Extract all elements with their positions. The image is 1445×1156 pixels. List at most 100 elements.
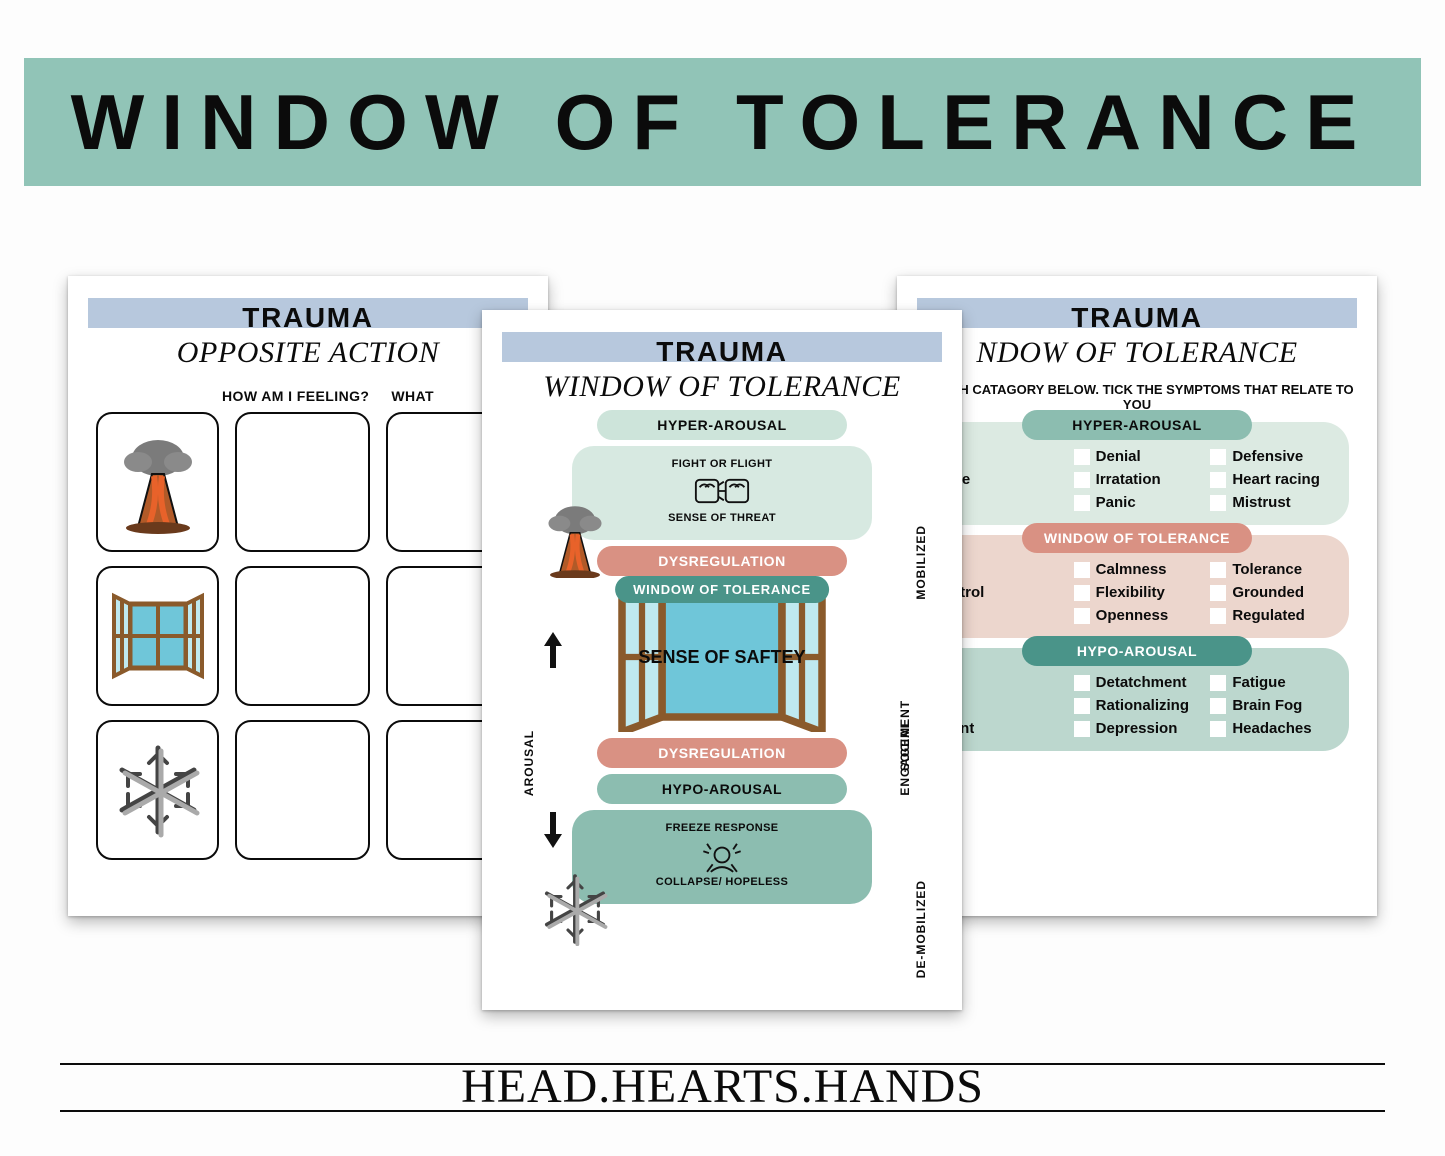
worksheet-row-1 xyxy=(96,412,520,552)
card-title: TRAUMA xyxy=(510,336,934,368)
checkbox-item[interactable]: Mistrust xyxy=(1210,494,1337,511)
checkbox-label: Irratation xyxy=(1096,471,1161,488)
label-threat: SENSE OF THREAT xyxy=(584,512,860,524)
checkbox-item[interactable]: Detatchment xyxy=(1074,674,1201,691)
checkbox-item[interactable]: Grounded xyxy=(1210,584,1337,601)
checkbox-box[interactable] xyxy=(1210,698,1226,714)
checkbox-label: Panic xyxy=(1096,494,1136,511)
fists-icon xyxy=(694,472,750,510)
checkbox-box[interactable] xyxy=(1210,449,1226,465)
checkbox-label: Mistrust xyxy=(1232,494,1290,511)
card-subtitle: OPPOSITE ACTION xyxy=(96,336,520,370)
label-arousal: AROUSAL xyxy=(522,730,536,796)
card-checklist: TRAUMA NDOW OF TOLERANCE T EACH CATAGORY… xyxy=(897,276,1377,916)
checkbox-label: Denial xyxy=(1096,448,1141,465)
checkbox-item[interactable]: Openness xyxy=(1074,607,1201,624)
worksheet-row-2 xyxy=(96,566,520,706)
checkbox-box[interactable] xyxy=(1074,721,1090,737)
col-what: WHAT xyxy=(391,388,434,404)
checkbox-box[interactable] xyxy=(1074,495,1090,511)
checkbox-item[interactable]: Fatigue xyxy=(1210,674,1337,691)
checkbox-box[interactable] xyxy=(1210,675,1226,691)
label-collapse: COLLAPSE/ HOPELESS xyxy=(584,876,860,888)
pill-hyper: HYPER-AROUSAL xyxy=(597,410,847,440)
checkbox-box[interactable] xyxy=(1210,721,1226,737)
checkbox-label: Heart racing xyxy=(1232,471,1320,488)
card-title: TRAUMA xyxy=(96,302,520,334)
checkbox-box[interactable] xyxy=(1074,698,1090,714)
label-freeze: FREEZE RESPONSE xyxy=(584,822,860,834)
checkbox-box[interactable] xyxy=(1074,562,1090,578)
brand-text: HEAD.HEARTS.HANDS xyxy=(60,1059,1385,1114)
section-wot: WINDOW OF TOLERANCE RelaxedCalmnessToler… xyxy=(925,535,1349,638)
cell-blank[interactable] xyxy=(235,412,369,552)
checkbox-label: Regulated xyxy=(1232,607,1305,624)
section-heading: HYPO-AROUSAL xyxy=(1022,636,1252,666)
card-title: TRAUMA xyxy=(925,302,1349,334)
checkbox-item[interactable]: Irratation xyxy=(1074,471,1201,488)
window-graphic: WINDOW OF TOLERANCE SENSE OF SAFTEY xyxy=(597,582,847,732)
checkbox-label: Depression xyxy=(1096,720,1178,737)
checkbox-label: Brain Fog xyxy=(1232,697,1302,714)
section-heading: HYPER-AROUSAL xyxy=(1022,410,1252,440)
checkbox-label: Grounded xyxy=(1232,584,1304,601)
stress-icon xyxy=(694,836,750,874)
checkbox-label: Headaches xyxy=(1232,720,1311,737)
checkbox-item[interactable]: Calmness xyxy=(1074,561,1201,578)
checkbox-item[interactable]: Rationalizing xyxy=(1074,697,1201,714)
cell-blank[interactable] xyxy=(235,566,369,706)
checkbox-item[interactable]: Denial xyxy=(1074,448,1201,465)
card-subtitle: WINDOW OF TOLERANCE xyxy=(510,370,934,404)
volcano-icon xyxy=(536,500,614,583)
checkbox-item[interactable]: Depression xyxy=(1074,720,1201,737)
footer: HEAD.HEARTS.HANDS xyxy=(60,1063,1385,1112)
checkbox-label: Calmness xyxy=(1096,561,1167,578)
checkbox-box[interactable] xyxy=(1074,608,1090,624)
arousal-arrows xyxy=(542,630,564,850)
checkbox-box[interactable] xyxy=(1074,472,1090,488)
arrow-up-icon xyxy=(542,630,564,670)
checkbox-label: Defensive xyxy=(1232,448,1303,465)
checkbox-item[interactable]: Headaches xyxy=(1210,720,1337,737)
title-banner: WINDOW OF TOLERANCE xyxy=(24,58,1421,186)
label-fight: FIGHT OR FLIGHT xyxy=(584,458,860,470)
checkbox-label: Fatigue xyxy=(1232,674,1285,691)
worksheet-row-3 xyxy=(96,720,520,860)
pill-dysregulation: DYSREGULATION xyxy=(597,546,847,576)
checkbox-box[interactable] xyxy=(1210,562,1226,578)
checkbox-item[interactable]: Panic xyxy=(1074,494,1201,511)
section-hypo: HYPO-AROUSAL NumbDetatchmentFatigueEmpty… xyxy=(925,648,1349,751)
checkbox-box[interactable] xyxy=(1210,585,1226,601)
checkbox-box[interactable] xyxy=(1210,608,1226,624)
checkbox-label: Openness xyxy=(1096,607,1169,624)
label-safety: SENSE OF SAFTEY xyxy=(597,582,847,732)
checkbox-box[interactable] xyxy=(1074,449,1090,465)
cell-snowflake-icon xyxy=(96,720,219,860)
checkbox-item[interactable]: Brain Fog xyxy=(1210,697,1337,714)
checkbox-label: Detatchment xyxy=(1096,674,1187,691)
card-opposite-action: TRAUMA OPPOSITE ACTION HOW AM I FEELING?… xyxy=(68,276,548,916)
cell-blank[interactable] xyxy=(235,720,369,860)
checkbox-item[interactable]: Regulated xyxy=(1210,607,1337,624)
card-subtitle: NDOW OF TOLERANCE xyxy=(925,336,1349,370)
checkbox-box[interactable] xyxy=(1074,675,1090,691)
checkbox-box[interactable] xyxy=(1210,495,1226,511)
box-freeze: FREEZE RESPONSE COLLAPSE/ HOPELESS xyxy=(572,810,872,904)
checkbox-item[interactable]: Tolerance xyxy=(1210,561,1337,578)
col-feeling: HOW AM I FEELING? xyxy=(222,388,369,404)
arrow-down-icon xyxy=(542,810,564,850)
pill-hypo: HYPO-AROUSAL xyxy=(597,774,847,804)
checkbox-box[interactable] xyxy=(1074,585,1090,601)
snowflake-icon xyxy=(536,870,614,953)
checkbox-item[interactable]: Flexibility xyxy=(1074,584,1201,601)
checkbox-item[interactable]: Heart racing xyxy=(1210,471,1337,488)
label-demobilized: DE-MOBILIZED xyxy=(914,880,928,978)
checkbox-box[interactable] xyxy=(1210,472,1226,488)
label-social: SOCIAL xyxy=(898,720,912,771)
checkbox-item[interactable]: Defensive xyxy=(1210,448,1337,465)
card-diagram: TRAUMA WINDOW OF TOLERANCE HYPER-AROUSAL… xyxy=(482,310,962,1010)
column-headers: HOW AM I FEELING? WHAT xyxy=(222,388,520,404)
checkbox-label: Flexibility xyxy=(1096,584,1165,601)
checkbox-label: Rationalizing xyxy=(1096,697,1189,714)
instructions: T EACH CATAGORY BELOW. TICK THE SYMPTOMS… xyxy=(905,382,1369,412)
